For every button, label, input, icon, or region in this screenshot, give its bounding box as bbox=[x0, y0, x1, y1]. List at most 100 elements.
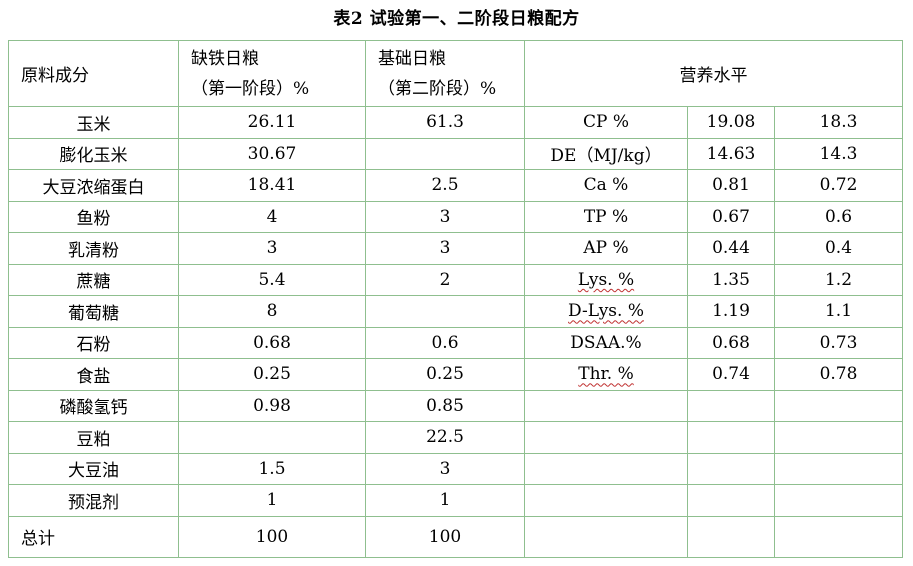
header-phase1-line1: 缺铁日粮 bbox=[191, 48, 259, 69]
nutrient-name bbox=[524, 389, 688, 422]
nutrient-name: DE（MJ/kg） bbox=[524, 137, 688, 170]
nutrient-phase1-value: 0.81 bbox=[687, 169, 775, 202]
nutrient-name: AP % bbox=[524, 232, 688, 265]
nutrient-phase2-value: 18.3 bbox=[774, 106, 903, 139]
table-row: 食盐 0.25 0.25 Thr. % 0.74 0.78 bbox=[8, 358, 903, 391]
nutrient-name: Thr. % bbox=[524, 358, 688, 391]
nutrient-phase2-value bbox=[774, 421, 903, 454]
total-label: 总计 bbox=[8, 515, 179, 558]
table-row: 大豆油 1.5 3 bbox=[8, 452, 903, 485]
table-row: 磷酸氢钙 0.98 0.85 bbox=[8, 389, 903, 422]
nutrient-phase1-value: 19.08 bbox=[687, 106, 775, 139]
header-phase2-line2: （第二阶段）% bbox=[378, 78, 497, 99]
phase1-value: 0.68 bbox=[178, 326, 366, 359]
table-row: 葡萄糖 8 D-Lys. % 1.19 1.1 bbox=[8, 295, 903, 328]
table-row: 豆粕 22.5 bbox=[8, 421, 903, 454]
phase1-value: 4 bbox=[178, 200, 366, 233]
ingredient-name: 乳清粉 bbox=[8, 232, 179, 265]
nutrient-name bbox=[524, 452, 688, 485]
header-phase1-line2: （第一阶段）% bbox=[191, 78, 310, 99]
phase1-value: 0.25 bbox=[178, 358, 366, 391]
phase1-value: 18.41 bbox=[178, 169, 366, 202]
table-title: 表2 试验第一、二阶段日粮配方 bbox=[333, 9, 580, 29]
phase2-value bbox=[365, 137, 525, 170]
ingredient-name: 预混剂 bbox=[8, 484, 179, 517]
nutrient-phase1-value bbox=[687, 484, 775, 517]
table-row: 石粉 0.68 0.6 DSAA.% 0.68 0.73 bbox=[8, 326, 903, 359]
nutrient-phase1-value bbox=[687, 421, 775, 454]
phase1-value: 8 bbox=[178, 295, 366, 328]
nutrient-phase2-value: 0.4 bbox=[774, 232, 903, 265]
phase1-value: 0.98 bbox=[178, 389, 366, 422]
table-row: 大豆浓缩蛋白 18.41 2.5 Ca % 0.81 0.72 bbox=[8, 169, 903, 202]
ingredient-name: 豆粕 bbox=[8, 421, 179, 454]
nutrient-phase2-value: 0.6 bbox=[774, 200, 903, 233]
table-row: 膨化玉米 30.67 DE（MJ/kg） 14.63 14.3 bbox=[8, 137, 903, 170]
ingredient-name: 食盐 bbox=[8, 358, 179, 391]
nutrient-phase2-value bbox=[774, 389, 903, 422]
nutrient-phase1-value: 1.19 bbox=[687, 295, 775, 328]
total-row: 总计 100 100 bbox=[8, 515, 903, 558]
header-row: 原料成分 缺铁日粮 （第一阶段）% 基础日粮 （第二阶段）% 营养水平 bbox=[8, 40, 903, 107]
total-n1-empty bbox=[687, 515, 775, 558]
phase2-value: 3 bbox=[365, 232, 525, 265]
ingredient-name: 大豆油 bbox=[8, 452, 179, 485]
total-phase1: 100 bbox=[178, 515, 366, 558]
nutrient-name bbox=[524, 421, 688, 454]
header-phase2: 基础日粮 （第二阶段）% bbox=[365, 40, 525, 107]
phase1-value: 26.11 bbox=[178, 106, 366, 139]
table-row: 蔗糖 5.4 2 Lys. % 1.35 1.2 bbox=[8, 263, 903, 296]
nutrient-name: Lys. % bbox=[524, 263, 688, 296]
nutrient-label: D-Lys. % bbox=[568, 301, 644, 322]
ingredient-name: 蔗糖 bbox=[8, 263, 179, 296]
nutrient-phase1-value: 0.74 bbox=[687, 358, 775, 391]
nutrient-label: Thr. % bbox=[578, 364, 634, 385]
phase2-value: 0.25 bbox=[365, 358, 525, 391]
phase2-value: 22.5 bbox=[365, 421, 525, 454]
ingredient-name: 磷酸氢钙 bbox=[8, 389, 179, 422]
nutrient-name: CP % bbox=[524, 106, 688, 139]
nutrient-phase2-value: 1.1 bbox=[774, 295, 903, 328]
nutrient-phase2-value: 0.73 bbox=[774, 326, 903, 359]
nutrient-phase2-value: 0.78 bbox=[774, 358, 903, 391]
diet-formula-table: 原料成分 缺铁日粮 （第一阶段）% 基础日粮 （第二阶段）% 营养水平 玉米 26… bbox=[8, 40, 903, 558]
phase1-value: 1 bbox=[178, 484, 366, 517]
phase1-value: 3 bbox=[178, 232, 366, 265]
phase1-value: 30.67 bbox=[178, 137, 366, 170]
header-nutrition: 营养水平 bbox=[524, 40, 903, 107]
nutrient-phase2-value: 0.72 bbox=[774, 169, 903, 202]
phase2-value: 3 bbox=[365, 452, 525, 485]
phase2-value: 0.6 bbox=[365, 326, 525, 359]
nutrient-phase1-value: 1.35 bbox=[687, 263, 775, 296]
nutrient-phase1-value: 14.63 bbox=[687, 137, 775, 170]
header-phase2-line1: 基础日粮 bbox=[378, 48, 446, 69]
ingredient-name: 大豆浓缩蛋白 bbox=[8, 169, 179, 202]
phase1-value: 1.5 bbox=[178, 452, 366, 485]
phase1-value: 5.4 bbox=[178, 263, 366, 296]
nutrient-name: D-Lys. % bbox=[524, 295, 688, 328]
table-row: 预混剂 1 1 bbox=[8, 484, 903, 517]
phase2-value: 0.85 bbox=[365, 389, 525, 422]
nutrient-phase2-value: 1.2 bbox=[774, 263, 903, 296]
header-ingredient: 原料成分 bbox=[8, 40, 179, 107]
phase2-value: 2 bbox=[365, 263, 525, 296]
header-phase1: 缺铁日粮 （第一阶段）% bbox=[178, 40, 366, 107]
ingredient-name: 葡萄糖 bbox=[8, 295, 179, 328]
nutrient-phase1-value: 0.67 bbox=[687, 200, 775, 233]
nutrient-name: DSAA.% bbox=[524, 326, 688, 359]
ingredient-name: 玉米 bbox=[8, 106, 179, 139]
nutrient-name bbox=[524, 484, 688, 517]
table-row: 鱼粉 4 3 TP % 0.67 0.6 bbox=[8, 200, 903, 233]
ingredient-name: 石粉 bbox=[8, 326, 179, 359]
phase2-value bbox=[365, 295, 525, 328]
nutrient-name: Ca % bbox=[524, 169, 688, 202]
nutrient-phase1-value bbox=[687, 389, 775, 422]
phase2-value: 2.5 bbox=[365, 169, 525, 202]
nutrient-phase1-value: 0.44 bbox=[687, 232, 775, 265]
total-nutrient-empty bbox=[524, 515, 688, 558]
nutrient-phase2-value bbox=[774, 452, 903, 485]
nutrient-phase2-value: 14.3 bbox=[774, 137, 903, 170]
phase2-value: 61.3 bbox=[365, 106, 525, 139]
total-phase2: 100 bbox=[365, 515, 525, 558]
nutrient-phase2-value bbox=[774, 484, 903, 517]
